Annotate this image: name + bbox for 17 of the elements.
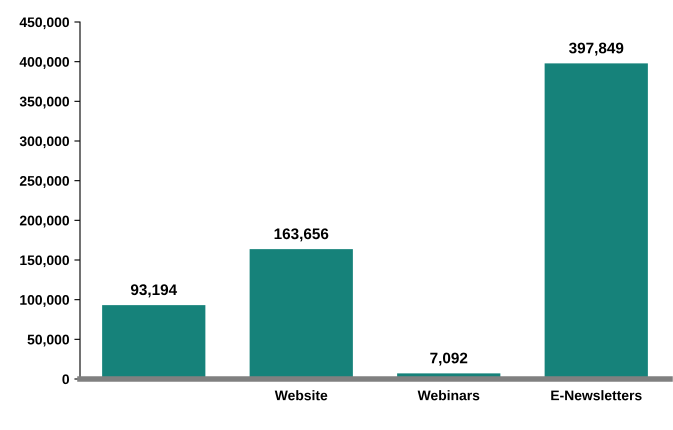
y-tick-label: 300,000 <box>20 136 70 148</box>
data-label: 163,656 <box>274 228 328 242</box>
y-tick-label: 250,000 <box>20 176 70 188</box>
y-tick-label: 400,000 <box>20 57 70 69</box>
x-tick-label: Website <box>274 390 328 400</box>
y-tick-label: 450,000 <box>20 17 70 30</box>
y-tick-label: 350,000 <box>20 96 70 109</box>
y-tick-label: 50,000 <box>28 334 70 347</box>
data-label: 397,849 <box>568 42 624 56</box>
x-tick-label: Webinars <box>418 390 480 400</box>
x-tick-label: E-Newsletters <box>551 390 642 400</box>
y-tick-label: 100,000 <box>20 295 70 307</box>
y-tick-label: 0 <box>62 374 70 384</box>
y-tick-label: 150,000 <box>20 255 70 268</box>
data-label: 93,194 <box>130 284 178 298</box>
data-label: 7,092 <box>430 352 468 366</box>
y-tick-label: 200,000 <box>20 216 70 228</box>
